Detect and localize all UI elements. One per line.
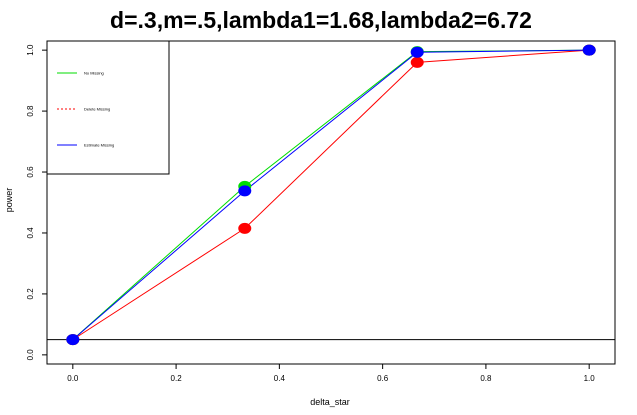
legend-label-estimate-missing: Estimate Missing	[84, 143, 114, 148]
chart-title: d=.3,m=.5,lambda1=1.68,lambda2=6.72	[110, 7, 532, 33]
series-point-estimate-missing	[238, 185, 252, 197]
x-tick-label: 0.6	[377, 374, 389, 383]
y-tick-label: 0.8	[26, 105, 35, 117]
legend-label-delete-missing: Delete Missing	[84, 107, 110, 112]
x-tick-label: 0.0	[67, 374, 79, 383]
x-tick-label: 0.8	[480, 374, 492, 383]
y-tick-label: 1.0	[26, 44, 35, 56]
series-line-estimate-missing	[72, 49, 590, 341]
series-point-estimate-missing	[410, 46, 424, 58]
legend-label-no-missing: No Missing	[84, 71, 104, 76]
y-tick-label: 0.0	[26, 349, 35, 361]
series-line-delete-missing	[72, 49, 590, 341]
y-tick-label: 0.2	[26, 288, 35, 300]
series-point-delete-missing	[238, 222, 252, 234]
y-tick-label: 0.6	[26, 166, 35, 178]
x-tick-label: 0.4	[274, 374, 286, 383]
legend-box	[46, 40, 170, 175]
series-point-estimate-missing	[582, 44, 596, 56]
x-tick-label: 1.0	[584, 374, 596, 383]
series-point-estimate-missing	[66, 334, 80, 346]
x-tick-label: 0.2	[171, 374, 183, 383]
x-axis-label: delta_star	[310, 397, 350, 407]
y-axis-label: power	[4, 188, 14, 213]
series-point-delete-missing	[410, 56, 424, 68]
plot-frame	[46, 40, 616, 365]
y-tick-label: 0.4	[26, 227, 35, 239]
